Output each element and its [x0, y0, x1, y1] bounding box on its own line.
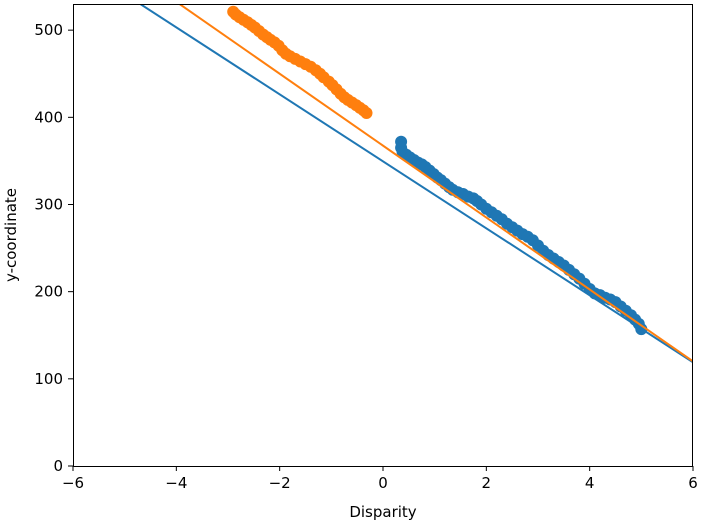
x-axis-label: Disparity: [349, 503, 416, 521]
y-tick-label: 300: [34, 195, 63, 213]
y-tick-label: 0: [53, 457, 63, 475]
plot-frame: [73, 4, 693, 467]
series-1-fit-line: [138, 4, 693, 364]
x-tick-label: 0: [378, 474, 388, 492]
x-tick-label: −6: [62, 474, 84, 492]
y-tick-label: 400: [34, 108, 63, 126]
x-tick-label: −4: [165, 474, 187, 492]
x-tick-label: 6: [688, 474, 698, 492]
y-tick-label: 100: [34, 370, 63, 388]
y-tick-label: 500: [34, 21, 63, 39]
x-tick-label: 2: [482, 474, 492, 492]
x-tick-label: 4: [585, 474, 595, 492]
y-axis-label: y-coordinate: [2, 188, 20, 282]
series-2: [227, 5, 373, 119]
y-tick-label: 200: [34, 283, 63, 301]
series-2-point-34: [360, 107, 373, 119]
series-layer: [138, 4, 693, 364]
series-1: [395, 135, 648, 336]
x-axis: −6 −4 −2 0 2 4 6: [62, 466, 698, 492]
series-2-fit-line: [177, 4, 693, 363]
y-axis: 0 100 200 300 400 500: [34, 21, 73, 475]
x-tick-label: −2: [269, 474, 291, 492]
